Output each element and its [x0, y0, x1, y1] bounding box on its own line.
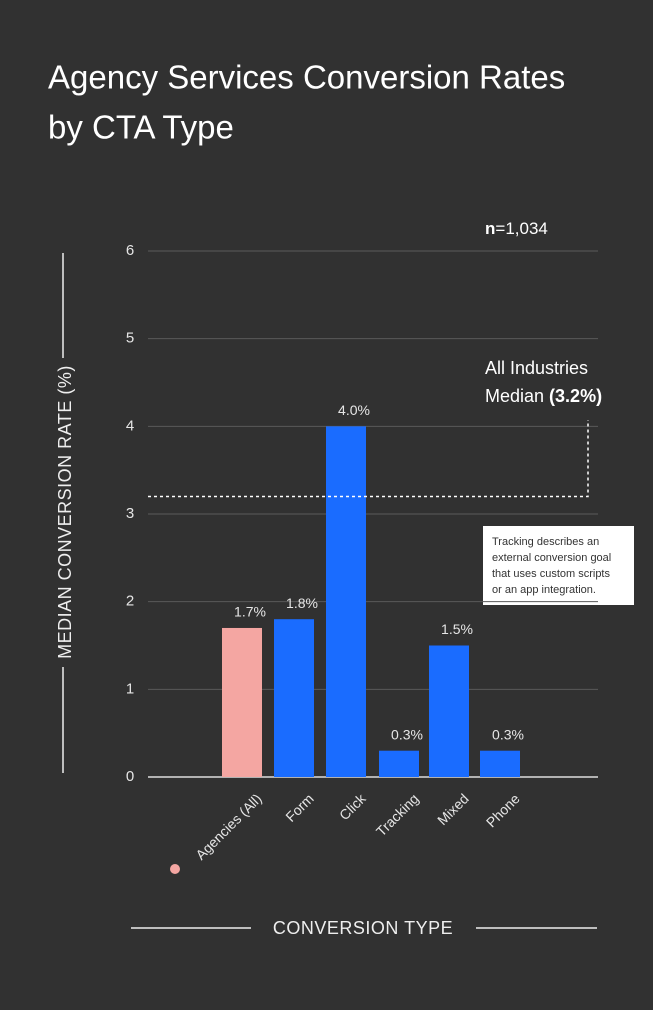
value-label: 1.7% [234, 604, 266, 620]
y-tick-label: 4 [126, 417, 134, 434]
x-tick-label: Click [336, 790, 369, 823]
bar [480, 750, 520, 777]
median-value: (3.2%) [549, 386, 602, 406]
note-box [483, 526, 634, 605]
value-label: 0.3% [391, 726, 423, 742]
median-annotation: All Industries [485, 358, 588, 378]
sample-size: n=1,034 [485, 219, 548, 238]
y-tick-label: 6 [126, 242, 134, 259]
x-tick-label: Agencies (All) [192, 790, 264, 862]
note-text: Tracking describes an [492, 536, 599, 548]
y-axis-title: MEDIAN CONVERSION RATE (%) [55, 365, 75, 659]
value-label: 4.0% [338, 402, 370, 418]
median-text: Median [485, 386, 544, 406]
x-axis-title: CONVERSION TYPE [273, 918, 453, 938]
value-label: 1.8% [286, 595, 318, 611]
note-text: or an app integration. [492, 584, 596, 596]
x-tick-label: Form [282, 790, 316, 824]
bar [274, 619, 314, 777]
x-tick-label: Mixed [434, 790, 472, 828]
value-label: 1.5% [441, 621, 473, 637]
sample-size-value: =1,034 [495, 219, 547, 238]
sample-size-label: n [485, 219, 495, 238]
bar [222, 627, 262, 777]
y-tick-label: 1 [126, 680, 134, 697]
median-annotation: Median (3.2%) [485, 386, 602, 406]
note-text: external conversion goal [492, 552, 611, 564]
chart-title: Agency Services Conversion Rates [48, 59, 565, 96]
x-tick-label: Phone [483, 790, 523, 830]
y-tick-label: 3 [126, 505, 134, 522]
y-tick-label: 2 [126, 593, 134, 610]
legend-dot [170, 864, 180, 874]
chart-title: by CTA Type [48, 109, 234, 146]
note-text: that uses custom scripts [492, 568, 610, 580]
bar [379, 750, 419, 777]
value-label: 0.3% [492, 726, 524, 742]
x-tick-label: Tracking [373, 790, 422, 839]
bar [429, 645, 469, 777]
y-tick-label: 5 [126, 330, 134, 347]
y-tick-label: 0 [126, 768, 134, 785]
bar [326, 426, 366, 777]
median-line [148, 420, 589, 498]
